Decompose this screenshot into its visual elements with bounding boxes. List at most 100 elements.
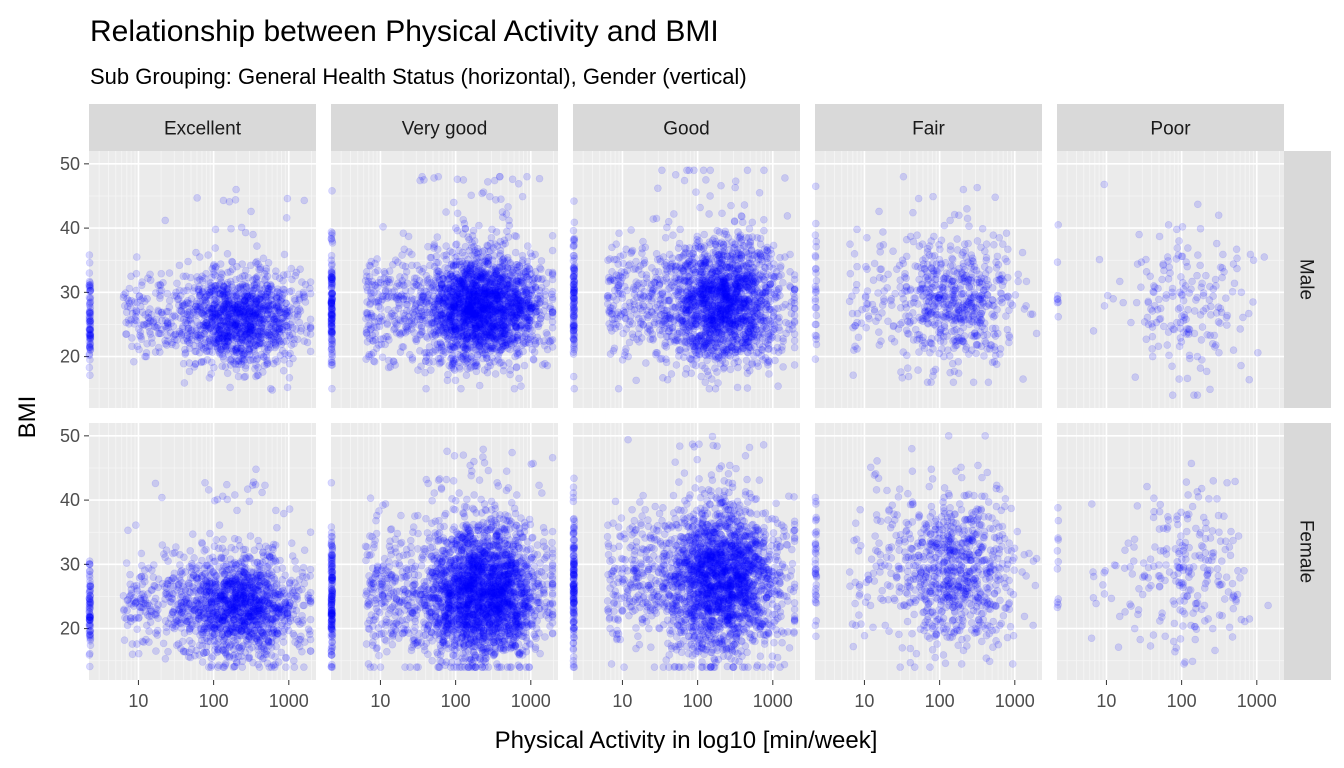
data-point	[328, 384, 336, 393]
column-strip-label: Excellent	[164, 119, 242, 140]
data-point	[234, 338, 243, 347]
data-point	[263, 281, 272, 290]
data-point	[493, 327, 501, 335]
x-tick-label: 1000	[511, 691, 551, 711]
data-point	[517, 382, 525, 390]
data-point	[296, 327, 305, 335]
data-point	[483, 178, 492, 186]
data-point	[85, 258, 94, 267]
data-point	[518, 305, 526, 313]
data-point	[390, 318, 399, 326]
data-point	[85, 269, 94, 277]
data-point	[501, 341, 510, 350]
data-point	[269, 359, 278, 368]
data-point	[303, 338, 312, 347]
data-point	[306, 347, 315, 356]
data-point	[223, 320, 232, 329]
data-point	[518, 192, 527, 201]
data-point	[233, 305, 242, 314]
data-point	[502, 324, 511, 333]
data-point	[190, 284, 199, 292]
data-point	[533, 294, 542, 303]
data-point	[219, 305, 227, 314]
data-point	[422, 305, 430, 314]
data-point	[499, 262, 507, 270]
data-point	[298, 278, 306, 286]
data-point	[211, 264, 220, 272]
data-point	[182, 334, 191, 343]
data-point	[195, 321, 204, 329]
data-point	[548, 323, 557, 332]
data-point	[210, 363, 218, 372]
data-point	[263, 288, 272, 297]
x-tick-label: 1000	[1237, 691, 1277, 711]
data-point	[233, 329, 242, 337]
data-point	[700, 230, 709, 239]
data-point	[132, 253, 141, 261]
data-point	[282, 309, 290, 318]
data-point	[86, 329, 95, 338]
data-point	[382, 332, 390, 341]
data-point	[191, 359, 200, 368]
data-point	[285, 331, 294, 340]
data-point	[258, 287, 266, 295]
data-point	[216, 316, 224, 325]
data-point	[447, 282, 456, 290]
data-point	[242, 266, 250, 275]
data-point	[157, 286, 166, 295]
data-point	[137, 281, 146, 290]
points-layer	[85, 166, 1272, 671]
data-point	[85, 300, 94, 308]
x-tick-label: 10	[1096, 691, 1116, 711]
data-point	[399, 281, 408, 290]
data-point	[216, 338, 224, 346]
data-point	[203, 291, 212, 299]
column-strip	[89, 104, 316, 151]
x-tick-label: 1000	[269, 691, 309, 711]
data-point	[257, 332, 265, 340]
data-point	[208, 348, 217, 356]
data-point	[161, 216, 170, 225]
data-point	[285, 287, 294, 296]
data-point	[185, 329, 194, 338]
data-point	[197, 341, 206, 349]
data-point	[186, 316, 195, 324]
data-point	[294, 311, 302, 319]
data-point	[520, 361, 529, 370]
data-point	[247, 207, 255, 216]
data-point	[424, 242, 432, 251]
data-point	[257, 350, 265, 359]
column-strip	[573, 104, 800, 151]
data-point	[194, 334, 203, 342]
data-point	[195, 302, 203, 311]
data-point	[260, 269, 269, 278]
data-point	[530, 348, 539, 356]
data-point	[399, 309, 408, 318]
data-point	[199, 308, 207, 317]
data-point	[469, 226, 478, 235]
data-point	[442, 302, 450, 311]
data-point	[227, 357, 235, 365]
data-point	[421, 368, 429, 377]
data-point	[252, 314, 261, 322]
data-point	[418, 172, 426, 181]
data-point	[451, 376, 460, 385]
data-point	[185, 367, 194, 376]
data-point	[241, 299, 250, 308]
data-point	[244, 309, 253, 318]
data-point	[238, 260, 246, 268]
data-point	[180, 379, 189, 387]
data-point	[143, 339, 151, 348]
data-point	[463, 332, 472, 341]
data-point	[711, 364, 719, 372]
data-point	[252, 356, 261, 364]
data-point	[258, 320, 267, 328]
data-point	[733, 383, 742, 392]
data-point	[760, 166, 768, 175]
data-point	[452, 303, 461, 311]
data-point	[187, 336, 196, 344]
data-point	[235, 349, 244, 358]
data-point	[502, 302, 511, 311]
chart-title: Relationship between Physical Activity a…	[90, 15, 719, 48]
data-point	[127, 272, 135, 281]
